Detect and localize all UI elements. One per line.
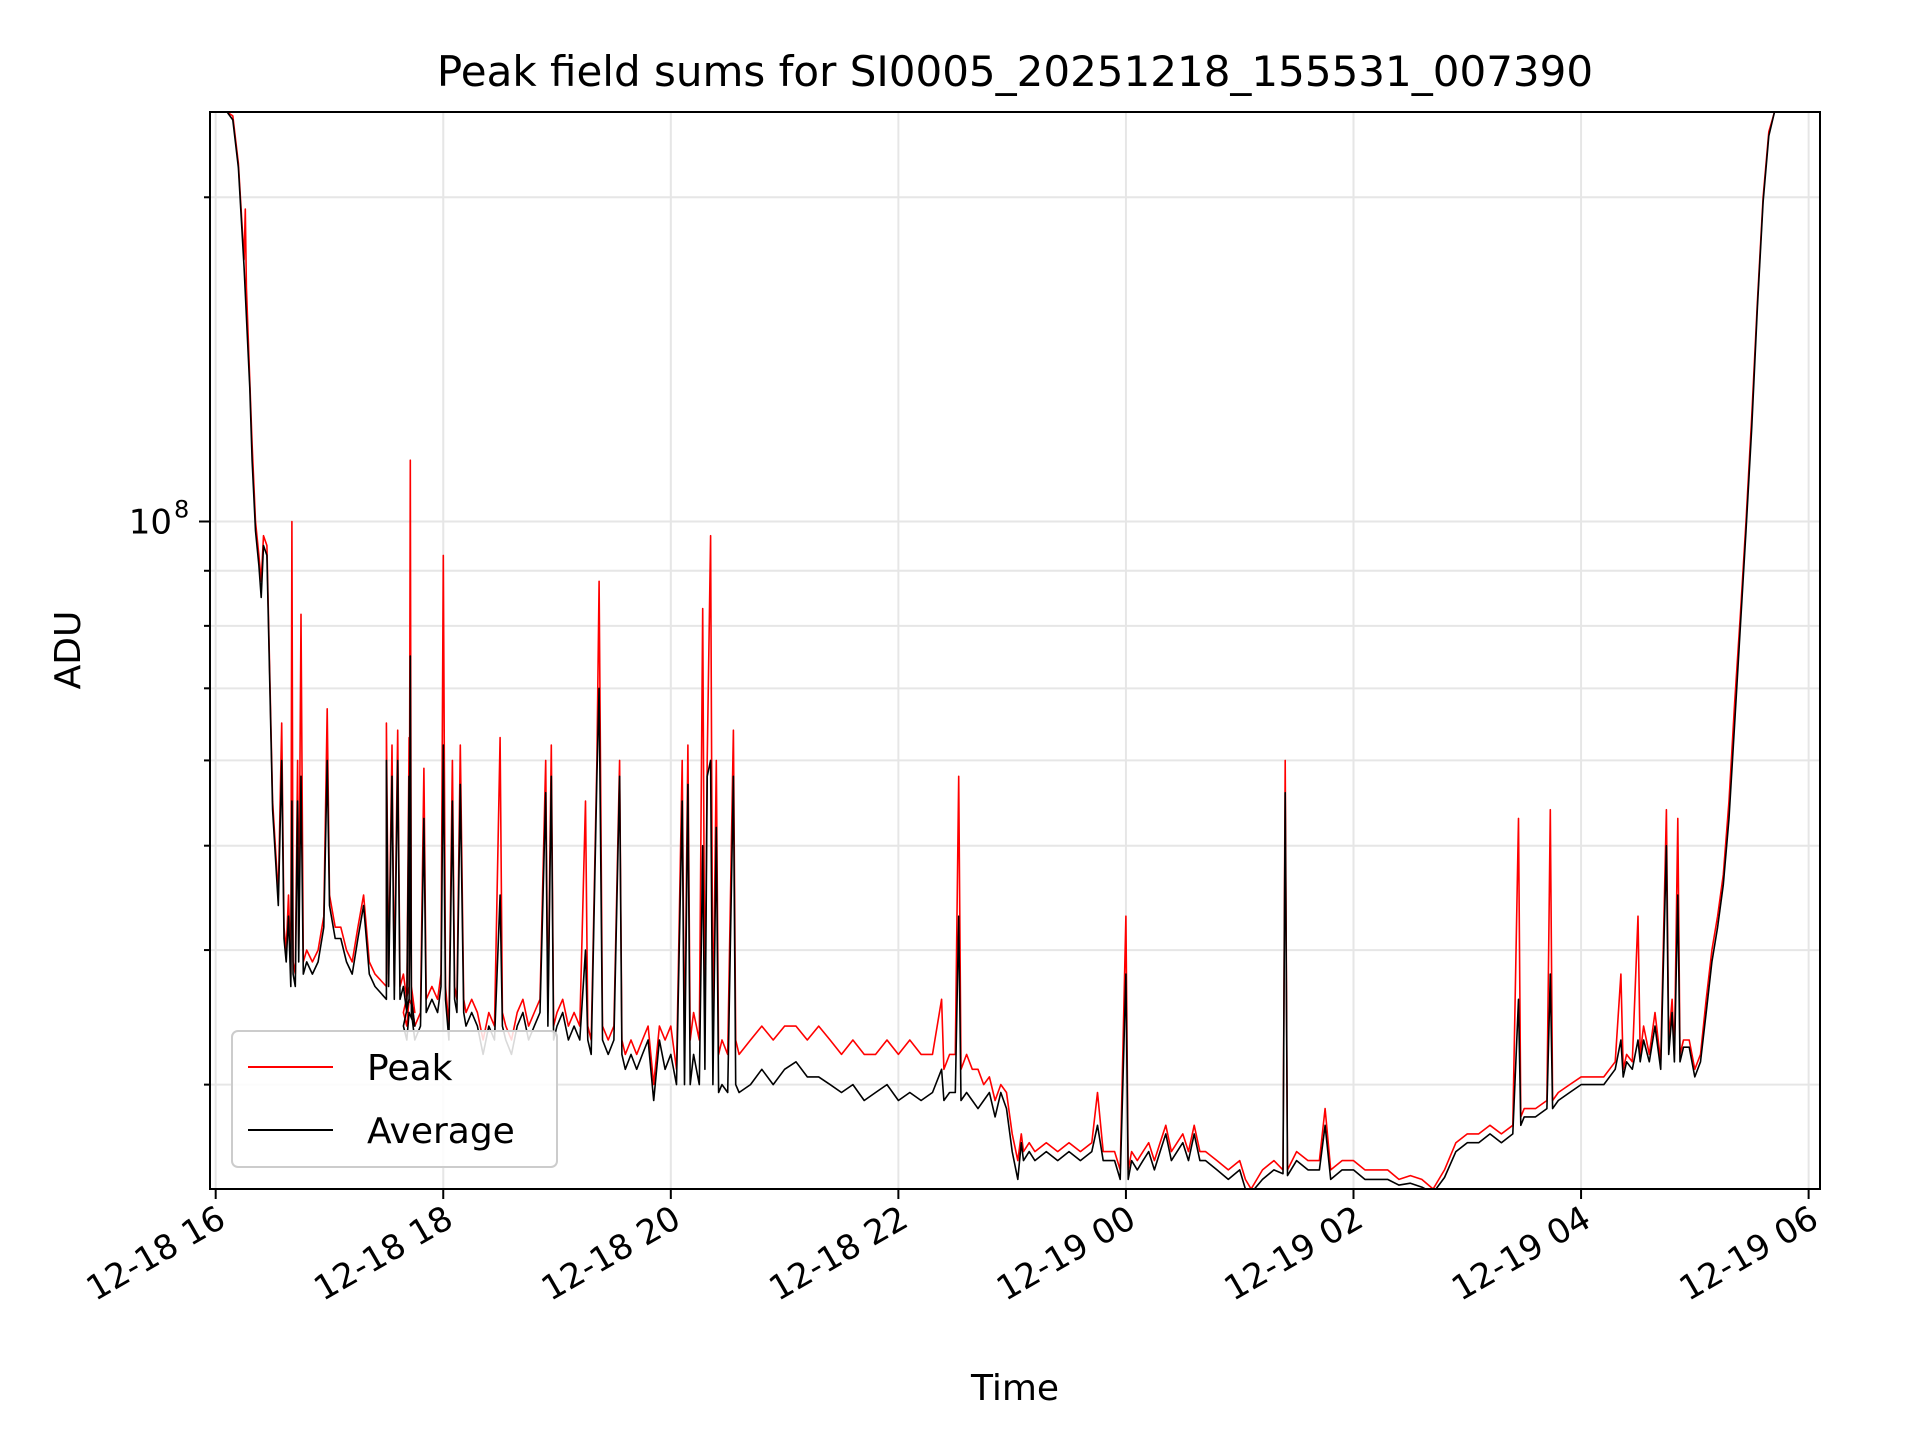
grid <box>210 112 1820 1189</box>
series-line-average <box>210 112 1820 1189</box>
series-layer <box>210 112 1820 1189</box>
chart-title: Peak field sums for SI0005_20251218_1555… <box>437 47 1593 96</box>
legend-label-average: Average <box>367 1111 515 1152</box>
y-axis-ticks: 10 8 <box>129 196 210 1086</box>
legend-box <box>231 1030 558 1168</box>
plot-frame <box>209 111 1821 1190</box>
y-tick-exponent: 8 <box>174 495 189 523</box>
plot-area <box>209 111 1821 1190</box>
legend: Peak Average <box>231 1030 558 1168</box>
legend-label-peak: Peak <box>367 1048 453 1089</box>
y-tick-label: 10 <box>129 502 172 542</box>
y-axis-label: ADU <box>48 611 89 690</box>
plot-background <box>210 112 1820 1189</box>
x-axis-label: Time <box>970 1368 1059 1409</box>
